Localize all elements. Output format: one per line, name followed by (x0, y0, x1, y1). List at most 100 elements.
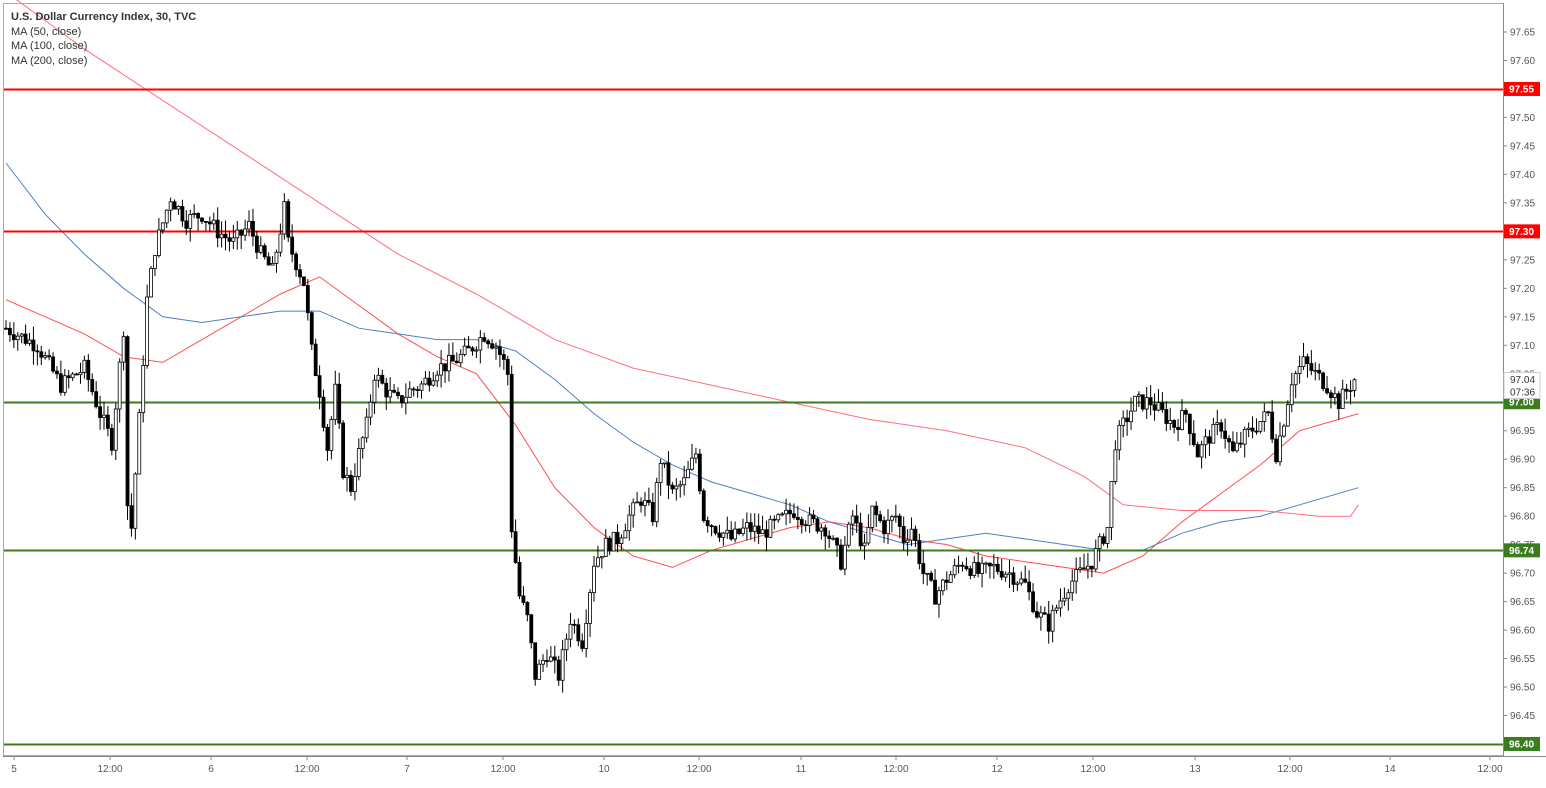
candle-body (717, 532, 722, 538)
candle-body (1231, 441, 1235, 452)
candle-body (1203, 436, 1208, 446)
candle-body (733, 528, 738, 540)
candle-body (1344, 388, 1349, 392)
candle-body (1038, 612, 1043, 618)
candle-body (1305, 356, 1310, 365)
candle-body (419, 383, 424, 391)
candle-body (1152, 404, 1157, 411)
candle-body (1270, 411, 1275, 440)
time-axis: 5 12:00 6 12:00 7 12:00 10 12:00 11 12:00 12 12:00 1… (11, 756, 1503, 775)
candle-body (748, 522, 753, 532)
candle-body (901, 526, 906, 543)
candle-body (39, 351, 44, 358)
candle-body (611, 531, 616, 552)
candle-body (490, 343, 494, 349)
candle-body (701, 490, 706, 521)
candle-body (744, 522, 749, 529)
legend-ma200: MA (200, close) (11, 54, 88, 67)
candle-body (231, 237, 236, 242)
candle-body (47, 355, 52, 358)
candle-body (482, 337, 487, 342)
candle-body (392, 389, 396, 393)
candle-body (345, 474, 349, 479)
candle-body (90, 379, 95, 393)
candle-body (944, 579, 949, 583)
candle-body (200, 217, 204, 222)
candle-body (145, 296, 150, 366)
candle-body (1058, 600, 1063, 609)
candle-body (176, 206, 181, 210)
candle-body (164, 209, 169, 224)
candle-body (756, 525, 761, 534)
candle-body (768, 518, 773, 538)
candle-body (329, 419, 334, 451)
y-tick-label: 96.80 (1510, 512, 1535, 523)
candle-body (1066, 592, 1071, 599)
candle-body (905, 539, 910, 543)
candle-body (266, 256, 271, 266)
candle-body (1054, 607, 1059, 611)
candle-body (1199, 444, 1204, 458)
candle-body (133, 473, 138, 529)
candle-body (454, 360, 459, 364)
candle-body (1234, 442, 1239, 452)
level-label-97.30: 97.30 (1509, 227, 1534, 238)
y-tick-label: 96.90 (1510, 455, 1535, 466)
candle-body (548, 656, 553, 662)
candle-body (772, 518, 777, 521)
candle-body (478, 337, 483, 351)
candle-body (411, 388, 416, 391)
candle-body (1329, 392, 1333, 398)
candle-body (1101, 536, 1106, 544)
candle-body (254, 235, 259, 253)
x-tick-label: 7 (404, 764, 410, 775)
candle-body (948, 574, 953, 583)
candle-body (999, 571, 1004, 578)
ma-line-100 (5, 162, 1359, 551)
candle-body (1215, 422, 1220, 425)
candle-body (4, 327, 8, 330)
candle-body (678, 484, 683, 487)
candle-body (415, 389, 420, 391)
candle-body (1078, 567, 1082, 570)
candle-body (1219, 422, 1224, 432)
candle-body (639, 501, 643, 506)
candle-body (172, 201, 177, 210)
candle-body (1289, 384, 1294, 406)
candle-body (1046, 613, 1051, 632)
candle-body (878, 514, 883, 522)
candle-body (251, 220, 255, 237)
candle-body (403, 396, 408, 404)
candle-body (1317, 369, 1322, 374)
candle-body (842, 544, 847, 570)
candle-body (623, 530, 628, 539)
candle-body (572, 623, 577, 626)
candle-body (188, 214, 193, 229)
candle-body (752, 525, 757, 532)
candle-body (513, 531, 518, 563)
candle-body (580, 640, 585, 649)
candle-body (788, 509, 792, 515)
candle-body (1250, 427, 1255, 432)
candle-body (423, 377, 428, 385)
candle-body (235, 229, 240, 239)
x-tick-label: 12 (991, 764, 1003, 775)
candle-body (113, 408, 118, 451)
countdown-label: 07:36 (1510, 387, 1535, 398)
candle-body (646, 499, 651, 503)
candle-body (933, 579, 937, 605)
candle-body (294, 253, 298, 271)
candle-body (1023, 578, 1028, 583)
candle-body (650, 502, 655, 523)
x-tick-label: 6 (208, 764, 214, 775)
candle-body (588, 592, 592, 624)
x-tick-label: 12:00 (490, 764, 515, 775)
candle-body (364, 416, 369, 439)
candle-body (846, 523, 851, 546)
candle-body (384, 382, 389, 398)
candle-body (811, 514, 816, 520)
y-tick-label: 97.25 (1510, 255, 1535, 266)
candle-body (486, 340, 491, 345)
